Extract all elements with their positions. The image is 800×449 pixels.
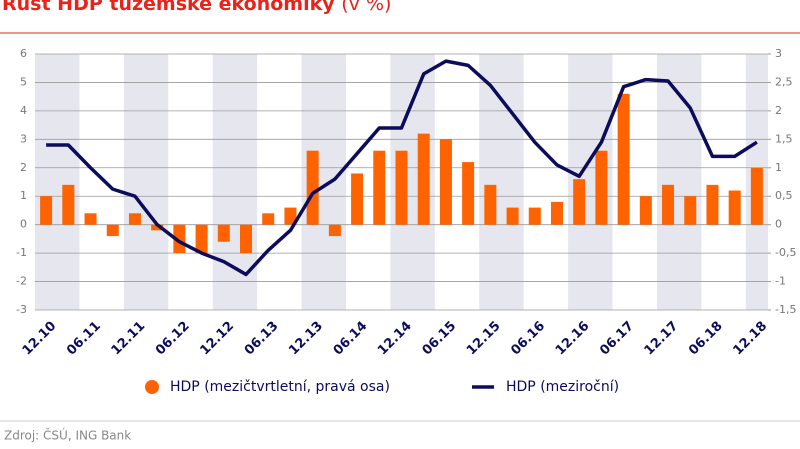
bar [262,213,275,225]
x-tick-label: 06.14 [331,319,371,359]
x-tick-label: 12.17 [642,319,682,359]
bar [728,190,741,225]
x-tick-label: 06.16 [508,319,548,359]
legend-marker [145,380,159,394]
x-tick-label: 12.13 [286,319,326,359]
y2-tick-label: 3 [775,47,782,60]
bar [173,224,186,254]
bar [484,184,497,225]
x-tick-label: 12.10 [20,319,60,359]
source: Zdroj: ČSÚ, ING Bank [4,428,131,443]
x-tick-label: 12.16 [553,319,593,359]
y-tick-label: 6 [20,47,27,60]
y2-tick-label: -0,5 [775,246,796,259]
x-tick-label: 12.12 [197,319,237,359]
bar [128,213,141,225]
x-tick-label: 12.14 [375,319,415,359]
bar [617,93,630,225]
shade-band [35,54,80,310]
bar [195,224,208,254]
x-tick-label: 06.17 [597,319,637,359]
bar [684,196,697,225]
bar [417,133,430,225]
bar [506,207,519,225]
y-tick-label: 4 [20,104,27,117]
bar [62,184,75,225]
bar [351,173,364,225]
y-tick-label: 5 [20,75,27,88]
bar [662,184,675,225]
bar [528,207,541,225]
bar [462,162,475,225]
y2-tick-label: 1,5 [775,132,793,145]
legend-label: HDP (mezičtvrtletní, pravá osa) [170,379,390,395]
y2-tick-label: 1 [775,161,782,174]
bar [395,150,408,225]
y-tick-label: 3 [20,132,27,145]
bar [573,179,586,225]
bar [550,201,563,225]
y-tick-label: 0 [20,218,27,231]
y2-tick-label: 2,5 [775,75,793,88]
x-tick-label: 06.15 [420,319,460,359]
bar [439,139,452,225]
y2-tick-label: -1,5 [775,303,796,316]
y-tick-label: 1 [20,189,27,202]
legend-label: HDP (meziroční) [506,379,619,395]
x-tick-label: 06.12 [153,319,193,359]
bar [328,224,341,237]
bands [35,54,768,310]
bar [151,224,164,231]
x-tick-label: 12.11 [109,319,149,359]
bar [240,224,253,254]
y-tick-label: -2 [16,275,27,288]
y2-tick-label: 2 [775,104,782,117]
bar [595,150,608,225]
x-tick-label: 06.18 [686,319,726,359]
title-main: Růst HDP tuzemské ekonomiky [2,0,335,15]
bar [706,184,719,225]
bar [306,150,319,225]
x-tick-label: 12.15 [464,319,504,359]
bar [40,196,53,225]
line [46,59,758,277]
bar [217,224,230,242]
x-tick-label: 06.11 [64,319,104,359]
x-tick-label: 12.18 [731,319,771,359]
y2-tick-label: 0,5 [775,189,793,202]
bar [373,150,386,225]
bar [84,213,97,225]
y-tick-label: -3 [16,303,27,316]
y-tick-label: 2 [20,161,27,174]
shade-band [123,54,169,310]
chart-title: Růst HDP tuzemské ekonomiky (v %) [2,0,391,15]
bar [639,196,652,225]
title-suffix: (v %) [341,0,391,15]
bar [106,224,119,237]
y2-tick-label: -1 [775,275,786,288]
shade-band [479,54,524,310]
bar [750,167,763,225]
y2-tick-label: 0 [775,218,782,231]
y-tick-label: -1 [16,246,27,259]
x-tick-label: 06.13 [242,319,282,359]
bar [284,207,297,225]
